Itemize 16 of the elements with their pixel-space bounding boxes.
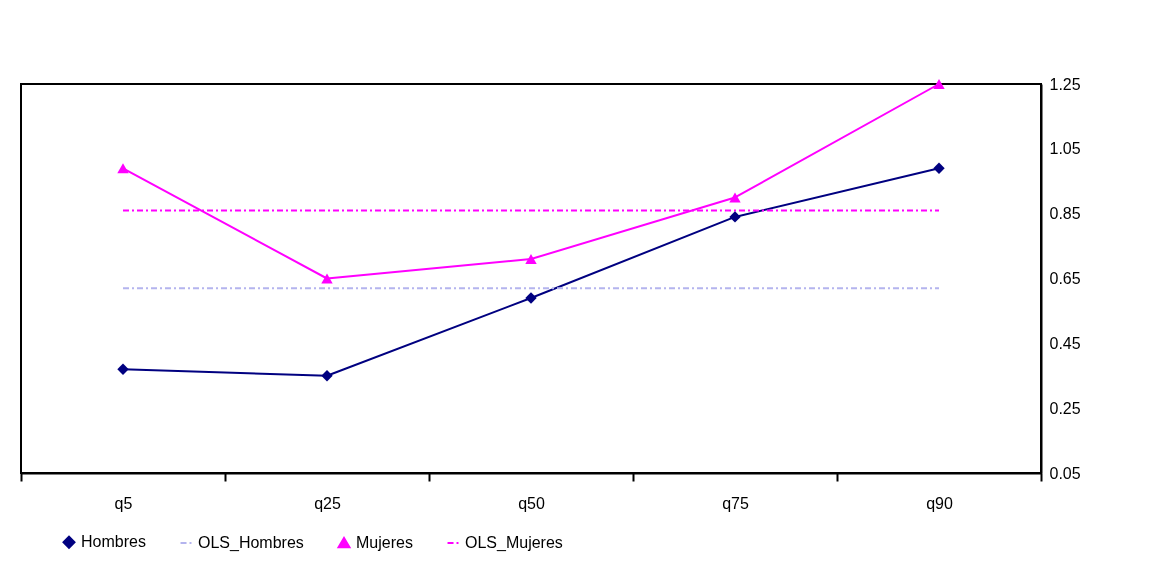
x-tick-label: q50 (518, 494, 545, 512)
y-tick-label: 0.05 (1049, 464, 1081, 482)
x-tick-label: q25 (314, 494, 341, 512)
y-tick-label: 0.65 (1049, 270, 1081, 287)
y-tick-label: 0.45 (1049, 334, 1081, 352)
x-tick-label: q5 (114, 494, 133, 512)
y-tick-label: 0.25 (1049, 399, 1081, 417)
legend-label: OLS_Mujeres (465, 534, 563, 552)
legend-label: Hombres (81, 533, 146, 551)
x-tick-label: q75 (722, 494, 749, 512)
x-tick-label: q90 (926, 494, 953, 512)
y-tick-label: 1.25 (1049, 75, 1081, 93)
legend-label: OLS_Hombres (198, 534, 304, 552)
y-tick-label: 1.05 (1049, 140, 1081, 158)
legend-label: Mujeres (356, 533, 413, 551)
y-tick-label: 0.85 (1049, 205, 1081, 223)
